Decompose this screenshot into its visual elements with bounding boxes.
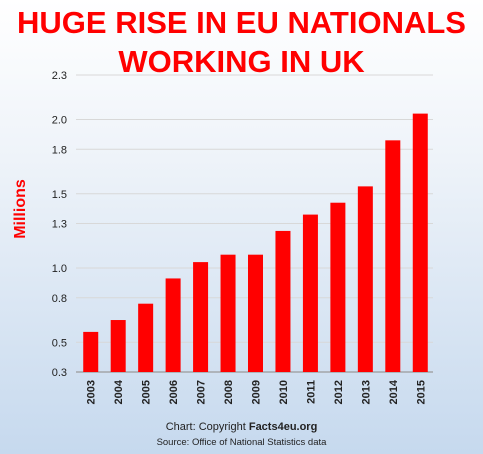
chart-source: Source: Office of National Statistics da…	[156, 437, 327, 448]
x-tick-label: 2011	[305, 380, 317, 404]
bar-2005	[138, 303, 154, 372]
y-tick-label: 0.3	[52, 367, 67, 379]
x-tick-labels: 2003 2004 2005 2006 2007 2008 2009 2010 2011 2012…	[86, 379, 428, 404]
bar-2011	[302, 214, 318, 372]
x-tick-label: 2004	[113, 379, 125, 404]
x-tick-label: 2003	[86, 380, 98, 404]
bar-2006	[165, 278, 181, 372]
bar-2015	[412, 113, 428, 373]
y-tick-label: 0.8	[52, 293, 67, 305]
bar-2008	[220, 254, 236, 372]
bar-2010	[275, 230, 291, 372]
credit-site: Facts4eu.org	[248, 421, 318, 433]
y-tick-labels: 0.3 0.5 0.8 1.0 1.3 1.5 1.8 2.0 2.3	[52, 70, 67, 379]
chart-title-line-2: WORKING IN UK	[118, 44, 365, 79]
bar-2013	[357, 186, 373, 372]
chart-title-line-1: HUGE RISE IN EU NATIONALS	[17, 5, 466, 40]
x-tick-label: 2008	[223, 380, 235, 404]
x-tick-label: 2005	[141, 380, 153, 404]
x-tick-label: 2012	[333, 380, 345, 404]
bar-2012	[330, 202, 346, 372]
x-tick-label: 2007	[196, 380, 208, 404]
y-tick-label: 1.0	[52, 263, 67, 275]
y-tick-label: 2.0	[52, 115, 67, 127]
x-tick-label: 2013	[360, 380, 372, 404]
y-tick-label: 1.8	[52, 144, 67, 156]
bar-2009	[248, 254, 263, 372]
x-tick-label: 2009	[251, 380, 263, 404]
x-tick-label: 2006	[168, 380, 180, 404]
credit-prefix: Chart: Copyright	[165, 421, 249, 433]
x-tick-label: 2014	[388, 379, 400, 404]
x-tick-label: 2015	[415, 380, 427, 404]
y-tick-label: 2.3	[52, 70, 67, 82]
gridlines	[76, 74, 433, 373]
bar-2014	[385, 140, 401, 372]
chart-credit: Chart: Copyright Facts4eu.org	[0, 421, 483, 433]
bar-2003	[83, 331, 99, 372]
bar-2004	[110, 320, 126, 372]
y-tick-label: 0.5	[52, 337, 67, 349]
x-tick-label: 2010	[278, 380, 290, 404]
y-tick-label: 1.5	[52, 189, 67, 201]
y-tick-label: 1.3	[52, 219, 67, 231]
bar-2007	[193, 262, 209, 372]
bars	[83, 113, 428, 373]
